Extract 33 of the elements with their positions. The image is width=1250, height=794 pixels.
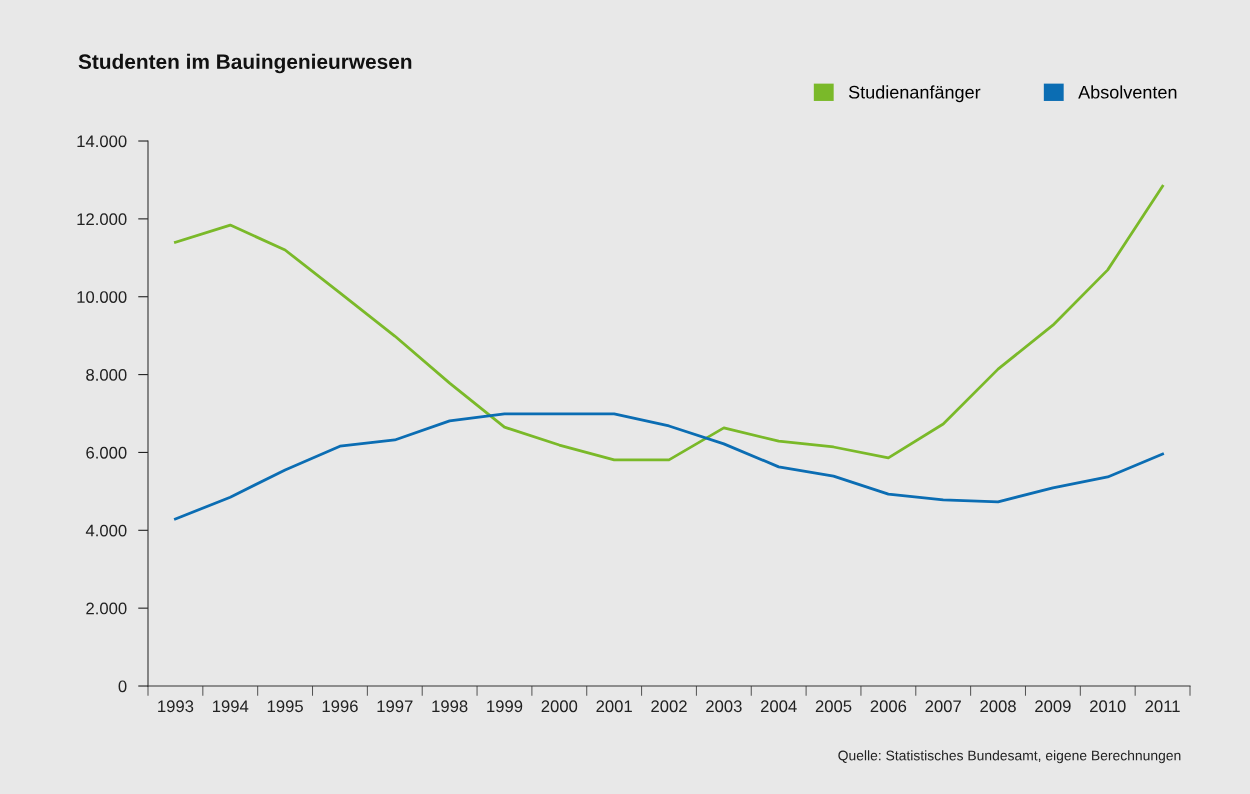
y-tick-label: 4.000 bbox=[85, 524, 127, 537]
x-tick-label: 1995 bbox=[267, 700, 303, 713]
x-tick-label: 2008 bbox=[980, 700, 1016, 713]
x-tick-label: 2007 bbox=[925, 700, 961, 713]
x-tick-label: 2009 bbox=[1035, 700, 1071, 713]
y-tick-label: 10.000 bbox=[77, 291, 127, 303]
x-tick-label: 2000 bbox=[541, 700, 578, 713]
y-tick-label: 0 bbox=[118, 680, 127, 693]
x-tick-label: 2002 bbox=[651, 700, 687, 713]
x-tick-label: 2005 bbox=[815, 700, 852, 713]
line-series bbox=[174, 412, 1164, 521]
legend-label: Studienanfänger bbox=[848, 85, 981, 103]
x-tick-label: 2011 bbox=[1145, 700, 1180, 713]
x-tick-label: 1993 bbox=[158, 700, 194, 713]
source-note: Quelle: Statistisches Bundesamt, eigene Berechnungen bbox=[838, 750, 1181, 764]
y-tick-label: 14.000 bbox=[77, 135, 127, 148]
y-tick-label: 8.000 bbox=[86, 368, 127, 381]
x-tick-label: 2010 bbox=[1090, 700, 1126, 713]
x-tick-label: 1996 bbox=[322, 700, 358, 713]
chart-title: Studenten im Bauingenieurwesen bbox=[78, 53, 412, 74]
x-tick-label: 2003 bbox=[706, 700, 742, 713]
x-tick-label: 1994 bbox=[213, 700, 249, 713]
x-tick-label: 2001 bbox=[596, 700, 632, 713]
x-tick-label: 1999 bbox=[487, 700, 523, 713]
x-tick-label: 1998 bbox=[432, 700, 468, 713]
line-series bbox=[174, 184, 1164, 462]
x-tick-label: 2004 bbox=[760, 700, 797, 713]
x-tick-label: 1997 bbox=[377, 700, 413, 713]
legend-label: Absolventen bbox=[1078, 85, 1177, 99]
x-tick-label: 2006 bbox=[870, 700, 907, 713]
y-tick-label: 6.000 bbox=[86, 446, 127, 459]
y-tick-label: 2.000 bbox=[86, 602, 127, 615]
y-tick-label: 12.000 bbox=[77, 213, 127, 226]
